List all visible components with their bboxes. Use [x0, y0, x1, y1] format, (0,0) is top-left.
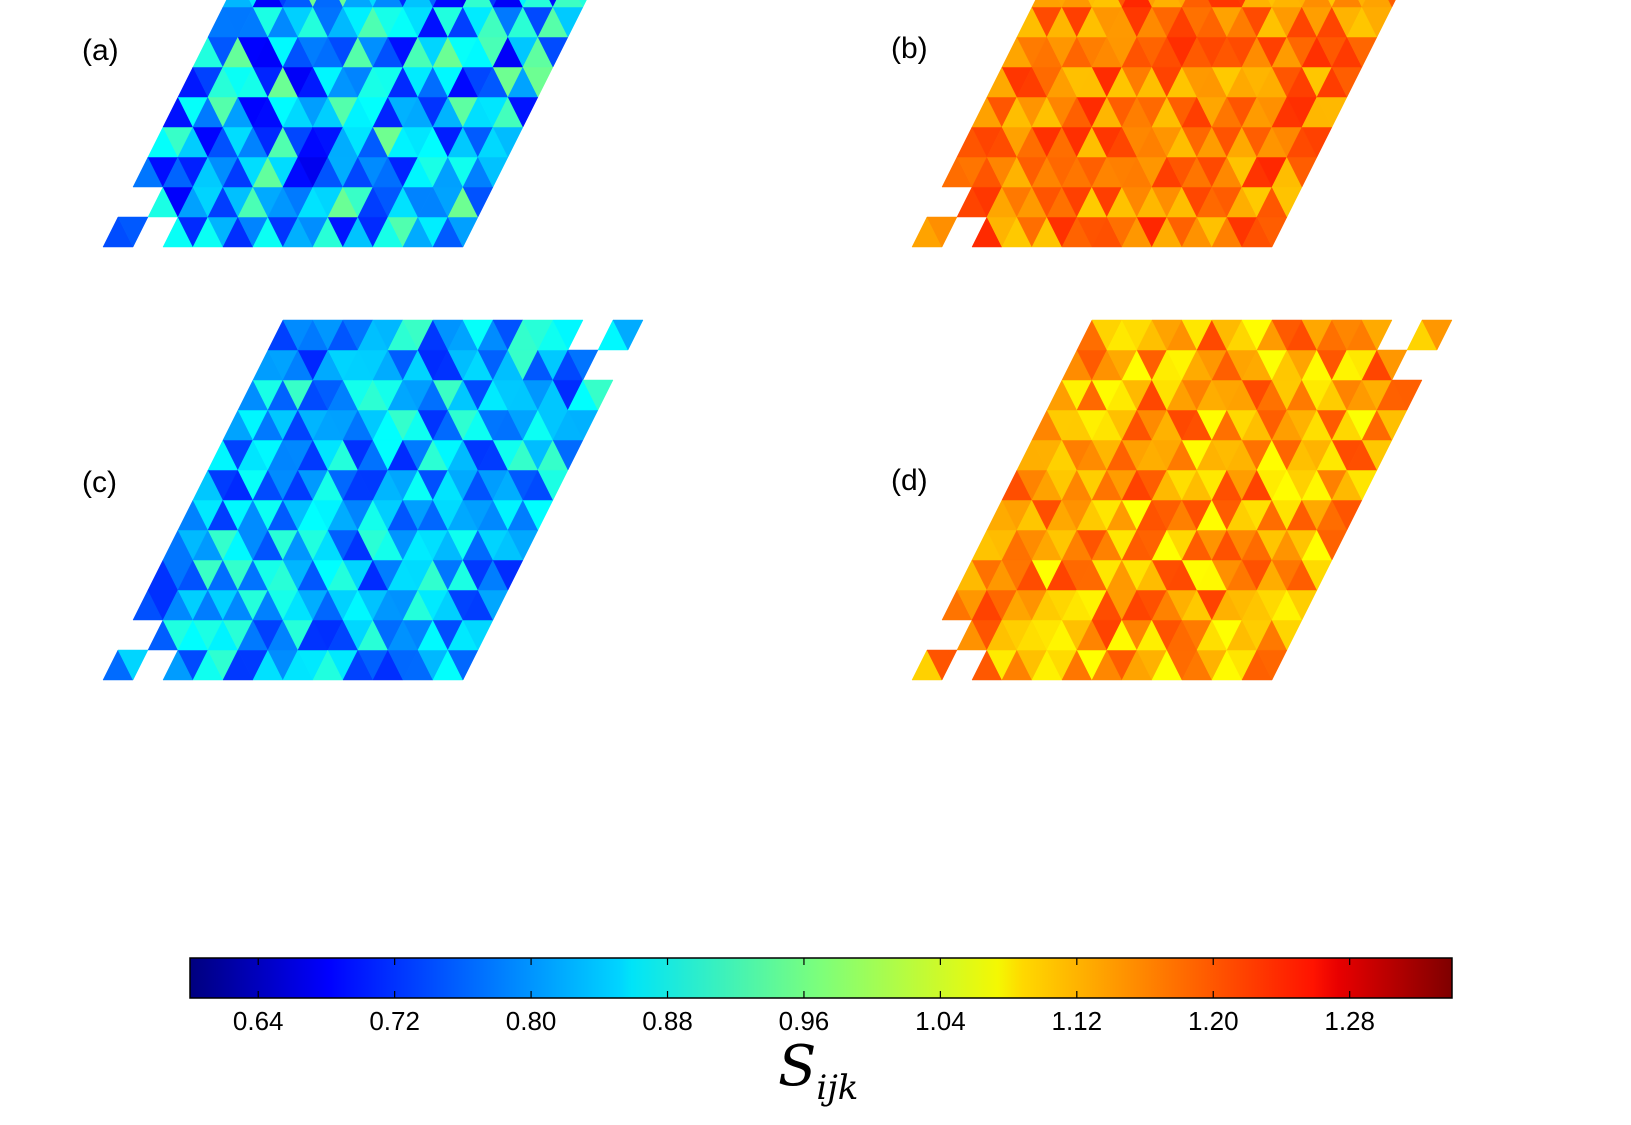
heatmap-cell: [402, 0, 434, 8]
colorbar-tick-label: 1.04: [915, 1006, 966, 1036]
heatmap-cell: [279, 0, 287, 8]
heatmap-cell: [567, 349, 599, 381]
heatmap-cell: [429, 0, 437, 8]
heatmap-cell: [1241, 0, 1273, 8]
heatmap-cell: [372, 0, 404, 8]
heatmap-cell: [1208, 0, 1216, 8]
heatmap-cell: [1061, 0, 1093, 8]
heatmap-cell: [1328, 0, 1336, 8]
heatmap-cell: [519, 0, 527, 8]
heatmap-cell: [1391, 379, 1423, 411]
panel-label-a: (a): [82, 34, 119, 67]
heatmap-cell: [1031, 0, 1063, 8]
heatmap-cell: [1088, 0, 1096, 8]
heatmap-panel-a: [102, 0, 587, 248]
colorbar-tick-label: 0.88: [642, 1006, 693, 1036]
heatmap-cell: [249, 0, 257, 8]
heatmap-cell: [309, 0, 317, 8]
heatmap-cell: [579, 0, 587, 8]
colorbar-ticks: 0.64 0.72 0.80 0.88 0.96 1.04 1.12 1.20 1.28: [233, 958, 1375, 1036]
heatmap-cell: [1298, 0, 1306, 8]
heatmap-cell: [612, 319, 644, 351]
heatmap-cell: [342, 0, 374, 8]
heatmap-cell: [1181, 0, 1213, 8]
heatmap-cell: [1361, 319, 1393, 351]
heatmap-cell: [1331, 0, 1363, 8]
heatmap-panel-c: [102, 319, 644, 681]
colorbar-gradient: [189, 957, 1453, 999]
colorbar-tick-label: 1.20: [1188, 1006, 1239, 1036]
heatmap-cell: [1091, 0, 1123, 8]
panel-label-d: (d): [891, 464, 928, 497]
colorbar-tick-label: 0.64: [233, 1006, 284, 1036]
heatmap-cell: [1178, 0, 1186, 8]
heatmap-cell: [1376, 349, 1408, 381]
heatmap-panel-b: [911, 0, 1396, 248]
colorbar-title-sub: ijk: [816, 1068, 858, 1108]
heatmap-cell: [522, 0, 554, 8]
heatmap-cell: [552, 0, 584, 8]
heatmap-cell: [1358, 0, 1366, 8]
heatmap-cell: [1268, 0, 1276, 8]
heatmap-cell: [432, 0, 464, 8]
colorbar-tick-label: 1.28: [1324, 1006, 1375, 1036]
heatmap-cell: [312, 0, 344, 8]
heatmap-cell: [222, 0, 254, 8]
heatmap-cell: [1421, 319, 1453, 351]
heatmap-cell: [926, 649, 958, 681]
colorbar-tick-label: 0.80: [506, 1006, 557, 1036]
heatmap-cell: [489, 0, 497, 8]
heatmap-cell: [582, 379, 614, 411]
heatmap-cell: [117, 649, 149, 681]
heatmap-cell: [1058, 0, 1066, 8]
heatmap-cell: [459, 0, 467, 8]
heatmap-cell: [1271, 0, 1303, 8]
heatmap-cell: [399, 0, 407, 8]
heatmap-cell: [339, 0, 347, 8]
panel-label-b: (b): [891, 32, 928, 65]
heatmap-cell: [552, 319, 584, 351]
heatmap-cell: [117, 216, 149, 248]
colorbar-tick-label: 0.72: [369, 1006, 420, 1036]
heatmap-cell: [1148, 0, 1156, 8]
heatmap-cell: [462, 0, 494, 8]
panel-label-c: (c): [82, 466, 117, 499]
heatmap-cell: [1301, 0, 1333, 8]
colorbar-title-main: S: [778, 1034, 816, 1099]
heatmap-cell: [492, 0, 524, 8]
heatmap-cell: [549, 0, 557, 8]
heatmap-cell: [926, 216, 958, 248]
heatmap-cell: [1121, 0, 1153, 8]
heatmap-cell: [1151, 0, 1183, 8]
colorbar-tick-label: 1.12: [1052, 1006, 1103, 1036]
heatmap-cell: [252, 0, 284, 8]
heatmap-cell: [1118, 0, 1126, 8]
heatmap-cell: [1238, 0, 1246, 8]
heatmap-cell: [1211, 0, 1243, 8]
heatmap-cell: [369, 0, 377, 8]
heatmap-panel-d: [911, 319, 1453, 681]
colorbar: 0.64 0.72 0.80 0.88 0.96 1.04 1.12 1.20 1.28 Sij…: [189, 957, 1453, 1108]
colorbar-title: Sijk: [778, 1034, 858, 1108]
heatmap-cell: [1361, 0, 1393, 8]
heatmap-cell: [282, 0, 314, 8]
heatmap-cell: [1388, 0, 1396, 8]
colorbar-tick-label: 0.96: [779, 1006, 830, 1036]
